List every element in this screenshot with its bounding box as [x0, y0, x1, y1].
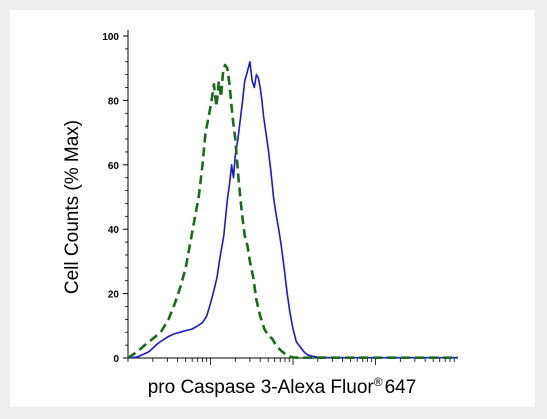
- x-axis-title-suffix: 647: [385, 377, 417, 398]
- series-lines: [127, 61, 458, 360]
- tick-marks: [123, 35, 455, 365]
- y-tick-label: 20: [108, 290, 120, 301]
- x-axis-title-registered-mark: ®: [374, 375, 383, 389]
- x-axis-title-main: pro Caspase 3-Alexa Fluor: [148, 377, 375, 398]
- y-tick-label: 0: [113, 354, 119, 365]
- y-tick-label: 40: [108, 225, 120, 236]
- axes: [127, 30, 458, 359]
- y-tick-label: 60: [108, 161, 120, 172]
- dashed-series-line: [127, 63, 458, 360]
- y-tick-label: 80: [108, 96, 120, 107]
- y-tick-labels: 0 20 40 60 80 100: [102, 32, 119, 365]
- y-axis-title: Cell Counts (% Max): [62, 120, 83, 294]
- x-axis-title: pro Caspase 3-Alexa Fluor® 647: [148, 375, 417, 398]
- histogram-chart: 0 20 40 60 80 100 Cell Counts (% Max) pro Cas…: [62, 30, 458, 398]
- y-tick-label: 100: [102, 32, 119, 43]
- solid-series-line: [127, 61, 458, 359]
- chart-panel: 0 20 40 60 80 100 Cell Counts (% Max) pro Cas…: [10, 10, 535, 407]
